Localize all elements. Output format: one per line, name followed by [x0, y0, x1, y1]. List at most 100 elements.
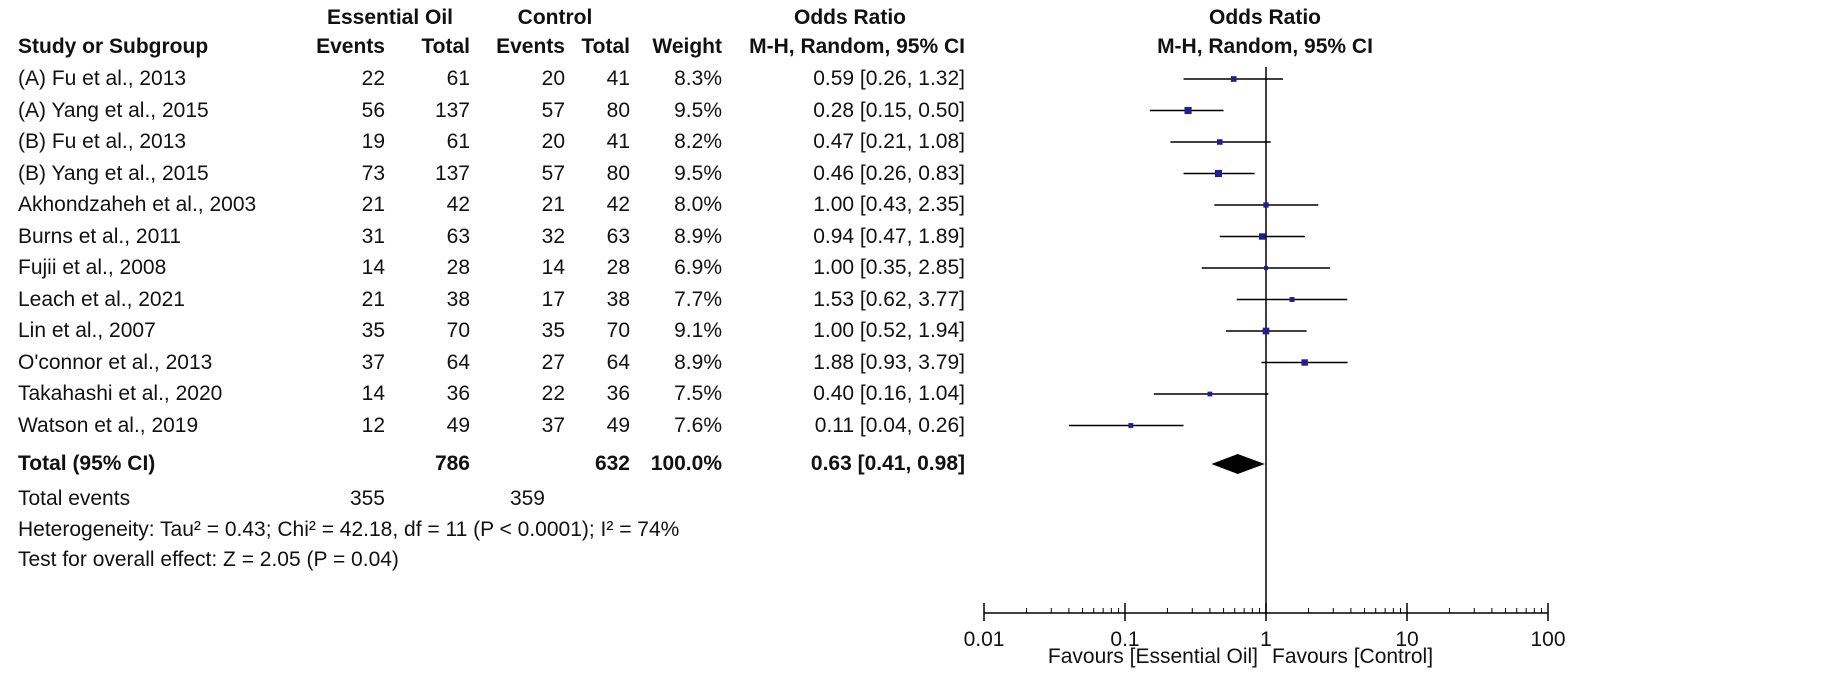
events1-value: 21 [361, 287, 385, 311]
ci-text: 0.94 [0.47, 1.89] [813, 224, 965, 248]
events1-value: 35 [361, 319, 385, 342]
events1-value: 14 [361, 256, 385, 279]
weight-value: 6.9% [674, 256, 722, 279]
total2-value: 28 [606, 256, 630, 279]
total-label: Total (95% CI) [18, 452, 156, 475]
events2-value: 21 [541, 193, 565, 216]
weight-value: 8.0% [674, 193, 722, 216]
point-estimate-marker [1262, 327, 1270, 335]
total1-value: 137 [434, 161, 470, 185]
events1-value: 56 [361, 98, 385, 122]
favours-left-label: Favours [Essential Oil] [1047, 645, 1258, 668]
total-weight: 100.0% [650, 452, 722, 475]
study-name: O'connor et al., 2013 [18, 350, 213, 374]
ci-text: 1.00 [0.43, 2.35] [813, 193, 965, 216]
odds-ratio-header: Odds Ratio [793, 6, 906, 29]
ci-text: 0.59 [0.26, 1.32] [813, 67, 965, 90]
ci-text: 0.28 [0.15, 0.50] [813, 98, 965, 122]
total2-value: 42 [606, 193, 630, 216]
study-name: Burns et al., 2011 [18, 224, 182, 248]
point-estimate-marker [1263, 202, 1269, 208]
total1-value: 61 [446, 130, 470, 153]
ci-text: 0.40 [0.16, 1.04] [813, 382, 965, 405]
total1-value: 63 [446, 224, 470, 248]
tick-label: 100 [1530, 628, 1565, 651]
total1-value: 137 [434, 98, 470, 122]
total1-value: 64 [446, 350, 470, 374]
events2-value: 32 [541, 224, 565, 248]
total2-value: 41 [606, 67, 630, 90]
study-name: Akhondzaheh et al., 2003 [18, 193, 257, 216]
total1-value: 49 [446, 413, 470, 437]
total1-value: 28 [446, 256, 470, 279]
ci-text: 1.00 [0.52, 1.94] [813, 319, 965, 342]
total-events2: 359 [509, 487, 545, 510]
events1-value: 19 [361, 130, 385, 153]
weight-value: 8.9% [674, 224, 722, 248]
ci-text: 1.00 [0.35, 2.85] [813, 256, 965, 279]
events1-value: 14 [361, 382, 385, 405]
weight-value: 9.5% [674, 98, 722, 122]
or-method-header: M-H, Random, 95% CI [749, 35, 965, 58]
group-control-header: Control [517, 6, 593, 29]
study-name: (A) Fu et al., 2013 [18, 67, 187, 90]
point-estimate-marker [1259, 233, 1266, 240]
events1-value: 22 [361, 67, 385, 90]
total2-header: Total [581, 35, 630, 58]
total1-value: 70 [446, 319, 470, 342]
events2-value: 14 [541, 256, 565, 279]
weight-value: 7.7% [674, 287, 722, 311]
events2-value: 20 [541, 130, 565, 153]
total2-value: 36 [606, 382, 630, 405]
heterogeneity-text: Heterogeneity: Tau² = 0.43; Chi² = 42.18… [18, 518, 680, 541]
point-estimate-marker [1207, 391, 1213, 397]
point-estimate-marker [1216, 139, 1223, 145]
tick-label: 0.1 [1110, 628, 1139, 651]
group-essential-oil-header: Essential Oil [326, 6, 454, 29]
total1-value: 42 [446, 193, 470, 216]
weight-value: 8.3% [674, 67, 722, 90]
study-name: Watson et al., 2019 [18, 413, 199, 437]
pooled-diamond [1211, 454, 1265, 474]
total2-value: 80 [606, 98, 630, 122]
events1-value: 12 [361, 413, 385, 437]
point-estimate-marker [1214, 169, 1223, 178]
total1-value: 61 [446, 67, 470, 90]
study-name: (B) Fu et al., 2013 [18, 130, 187, 153]
total2-value: 49 [606, 413, 630, 437]
study-name: (A) Yang et al., 2015 [18, 98, 209, 122]
study-name: Fujii et al., 2008 [18, 256, 167, 279]
total2-value: 64 [606, 350, 630, 374]
total2-value: 632 [594, 452, 630, 475]
events1-header: Events [316, 35, 385, 58]
total1-value: 38 [446, 287, 470, 311]
tick-label: 10 [1395, 628, 1418, 651]
ci-text: 0.47 [0.21, 1.08] [813, 130, 965, 153]
total2-value: 80 [606, 161, 630, 185]
weight-value: 8.2% [674, 130, 722, 153]
ci-text: 0.46 [0.26, 0.83] [813, 161, 965, 185]
events1-value: 21 [361, 193, 385, 216]
events2-value: 20 [541, 67, 565, 90]
point-estimate-marker [1230, 76, 1237, 82]
weight-value: 7.6% [674, 413, 722, 437]
ci-text: 0.11 [0.04, 0.26] [814, 413, 965, 437]
total2-value: 38 [606, 287, 630, 311]
total2-value: 63 [606, 224, 630, 248]
study-name: (B) Yang et al., 2015 [18, 161, 209, 185]
point-estimate-marker [1184, 106, 1192, 115]
study-name: Takahashi et al., 2020 [18, 382, 223, 405]
plot-method-header: M-H, Random, 95% CI [1157, 35, 1373, 58]
plot-title: Odds Ratio [1208, 6, 1321, 29]
weight-value: 7.5% [674, 382, 722, 405]
events2-value: 37 [541, 413, 565, 437]
ci-text: 1.88 [0.93, 3.79] [813, 350, 965, 374]
total1-header: Total [421, 35, 470, 58]
events1-value: 31 [361, 224, 385, 248]
weight-value: 8.9% [674, 350, 722, 374]
total2-value: 41 [606, 130, 630, 153]
events2-value: 57 [541, 98, 565, 122]
point-estimate-marker [1301, 359, 1308, 366]
events2-value: 35 [541, 319, 565, 342]
